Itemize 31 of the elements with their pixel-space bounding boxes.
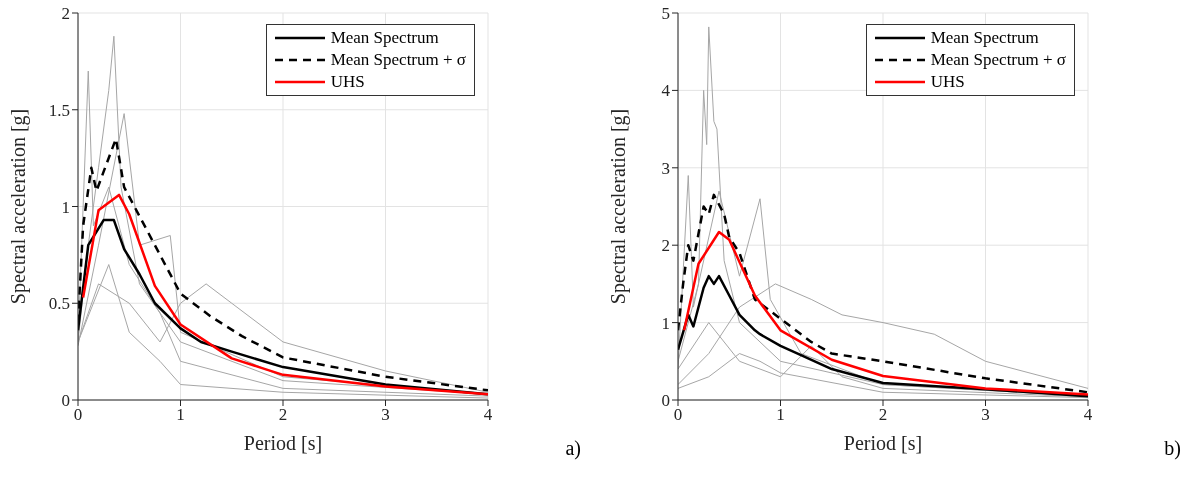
x-tick-label: 1 <box>776 405 785 425</box>
legend-label: UHS <box>930 71 965 93</box>
y-axis-title: Spectral acceleration [g] <box>7 108 31 305</box>
x-tick-label: 1 <box>176 405 185 425</box>
y-tick-label: 4 <box>661 81 671 101</box>
y-tick-label: 5 <box>661 4 670 24</box>
x-tick-label: 2 <box>278 405 288 425</box>
legend-label: Mean Spectrum <box>930 27 1039 49</box>
x-tick-label: 3 <box>381 405 390 425</box>
legend-label: Mean Spectrum + σ <box>330 49 466 71</box>
y-axis-title: Spectral acceleration [g] <box>607 108 631 305</box>
y-tick-label: 0.5 <box>48 294 70 314</box>
y-tick-label: 2 <box>61 4 70 24</box>
y-tick-label: 3 <box>661 158 670 178</box>
y-tick-label: 1 <box>61 197 70 217</box>
legend-label: Mean Spectrum <box>330 27 439 49</box>
y-tick-label: 1 <box>661 313 670 333</box>
x-tick-label: 2 <box>878 405 888 425</box>
y-tick-label: 0 <box>61 391 70 411</box>
legend-label: UHS <box>330 71 365 93</box>
x-axis-title: Period [s] <box>243 432 323 454</box>
x-axis-title: Period [s] <box>843 432 923 454</box>
x-tick-label: 4 <box>483 405 493 425</box>
legend-label: Mean Spectrum + σ <box>930 49 1066 71</box>
x-tick-label: 4 <box>1083 405 1093 425</box>
y-tick-label: 1.5 <box>48 100 70 120</box>
text: a) <box>565 437 581 460</box>
text: b) <box>1164 437 1181 460</box>
x-tick-label: 3 <box>981 405 990 425</box>
y-tick-label: 2 <box>661 236 670 256</box>
y-tick-label: 0 <box>661 391 670 411</box>
